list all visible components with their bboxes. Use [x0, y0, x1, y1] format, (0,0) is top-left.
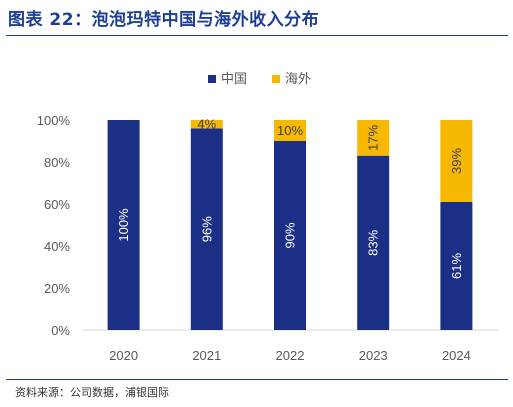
stacked-bar-chart: 中国 海外 0% 20% 40% 60% 80% 100% 100% 2020 96% 4% 2021 9… — [37, 71, 498, 363]
x-tick-label: 2022 — [276, 348, 305, 363]
data-label-china: 96% — [199, 216, 214, 242]
legend-label-1: 海外 — [285, 71, 311, 86]
legend-swatch-1 — [272, 75, 280, 83]
data-label-overseas: 4% — [197, 117, 216, 132]
x-tick-label: 2020 — [109, 348, 138, 363]
data-label-overseas: 10% — [277, 123, 303, 138]
source-divider — [6, 379, 508, 380]
bar-china — [440, 201, 473, 330]
y-tick-label: 80% — [44, 155, 70, 170]
bar-overseas — [190, 120, 223, 129]
data-label-china: 100% — [116, 208, 131, 242]
figure-header: 图表 22：泡泡玛特中国与海外收入分布 — [0, 0, 513, 40]
bar-china — [274, 141, 306, 330]
legend-label-0: 中国 — [221, 71, 247, 86]
x-tick-label: 2023 — [359, 348, 388, 363]
data-label-china: 83% — [366, 229, 381, 255]
figure-title: 图表 22：泡泡玛特中国与海外收入分布 — [8, 10, 320, 30]
x-tick-label: 2021 — [192, 348, 221, 363]
data-label-overseas: 39% — [449, 148, 464, 174]
y-tick-label: 60% — [44, 197, 70, 212]
y-tick-label: 100% — [37, 113, 71, 128]
data-label-china: 90% — [283, 222, 298, 248]
bar-overseas — [440, 120, 473, 202]
bar-china — [190, 128, 223, 330]
bar-china — [107, 120, 140, 330]
y-tick-label: 40% — [44, 239, 70, 254]
source-note: 资料来源：公司数据，浦银国际 — [15, 386, 169, 399]
bar-overseas — [274, 120, 306, 141]
data-label-china: 61% — [449, 253, 464, 279]
bar-china — [357, 155, 390, 330]
chart-area: 中国 海外 0% 20% 40% 60% 80% 100% 100% 2020 96% 4% 2021 9… — [0, 40, 513, 370]
legend-swatch-0 — [208, 75, 216, 83]
y-tick-label: 0% — [51, 323, 70, 338]
y-tick-label: 20% — [44, 281, 70, 296]
bar-overseas — [357, 120, 390, 156]
x-tick-label: 2024 — [442, 348, 471, 363]
title-divider — [6, 35, 508, 36]
data-label-overseas: 17% — [366, 124, 381, 150]
